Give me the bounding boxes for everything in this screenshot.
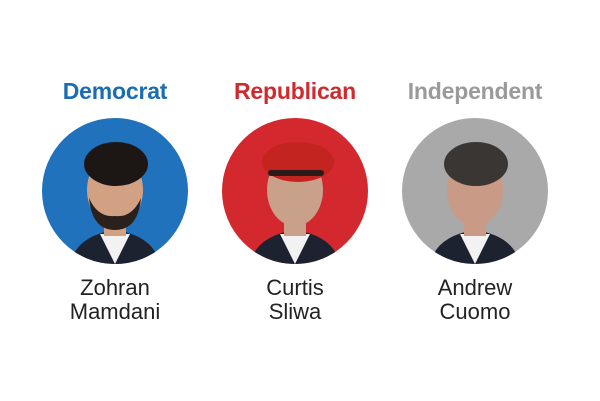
party-label: Republican: [234, 78, 356, 104]
last-name: Sliwa: [268, 299, 322, 324]
candidate-independent: Independent Andrew Cuomo: [385, 76, 565, 324]
candidate-photo: [42, 118, 188, 264]
candidate-name: Zohran Mamdani: [25, 276, 205, 324]
candidate-name: Andrew Cuomo: [385, 276, 565, 324]
portrait-illustration: [222, 118, 368, 264]
portrait-illustration: [42, 118, 188, 264]
first-name: Curtis: [266, 275, 324, 300]
party-label: Democrat: [62, 78, 168, 104]
last-name: Cuomo: [439, 299, 511, 324]
candidate-democrat: Democrat Zohran Mamdani: [25, 76, 205, 324]
party-label: Independent: [407, 78, 543, 104]
candidate-republican: Republican Curtis Sliwa: [205, 76, 385, 324]
first-name: Zohran: [80, 275, 150, 300]
first-name: Andrew: [437, 275, 513, 300]
candidate-photo: [402, 118, 548, 264]
last-name: Mamdani: [69, 299, 161, 324]
portrait-illustration: [402, 118, 548, 264]
candidate-name: Curtis Sliwa: [205, 276, 385, 324]
candidate-photo: [222, 118, 368, 264]
